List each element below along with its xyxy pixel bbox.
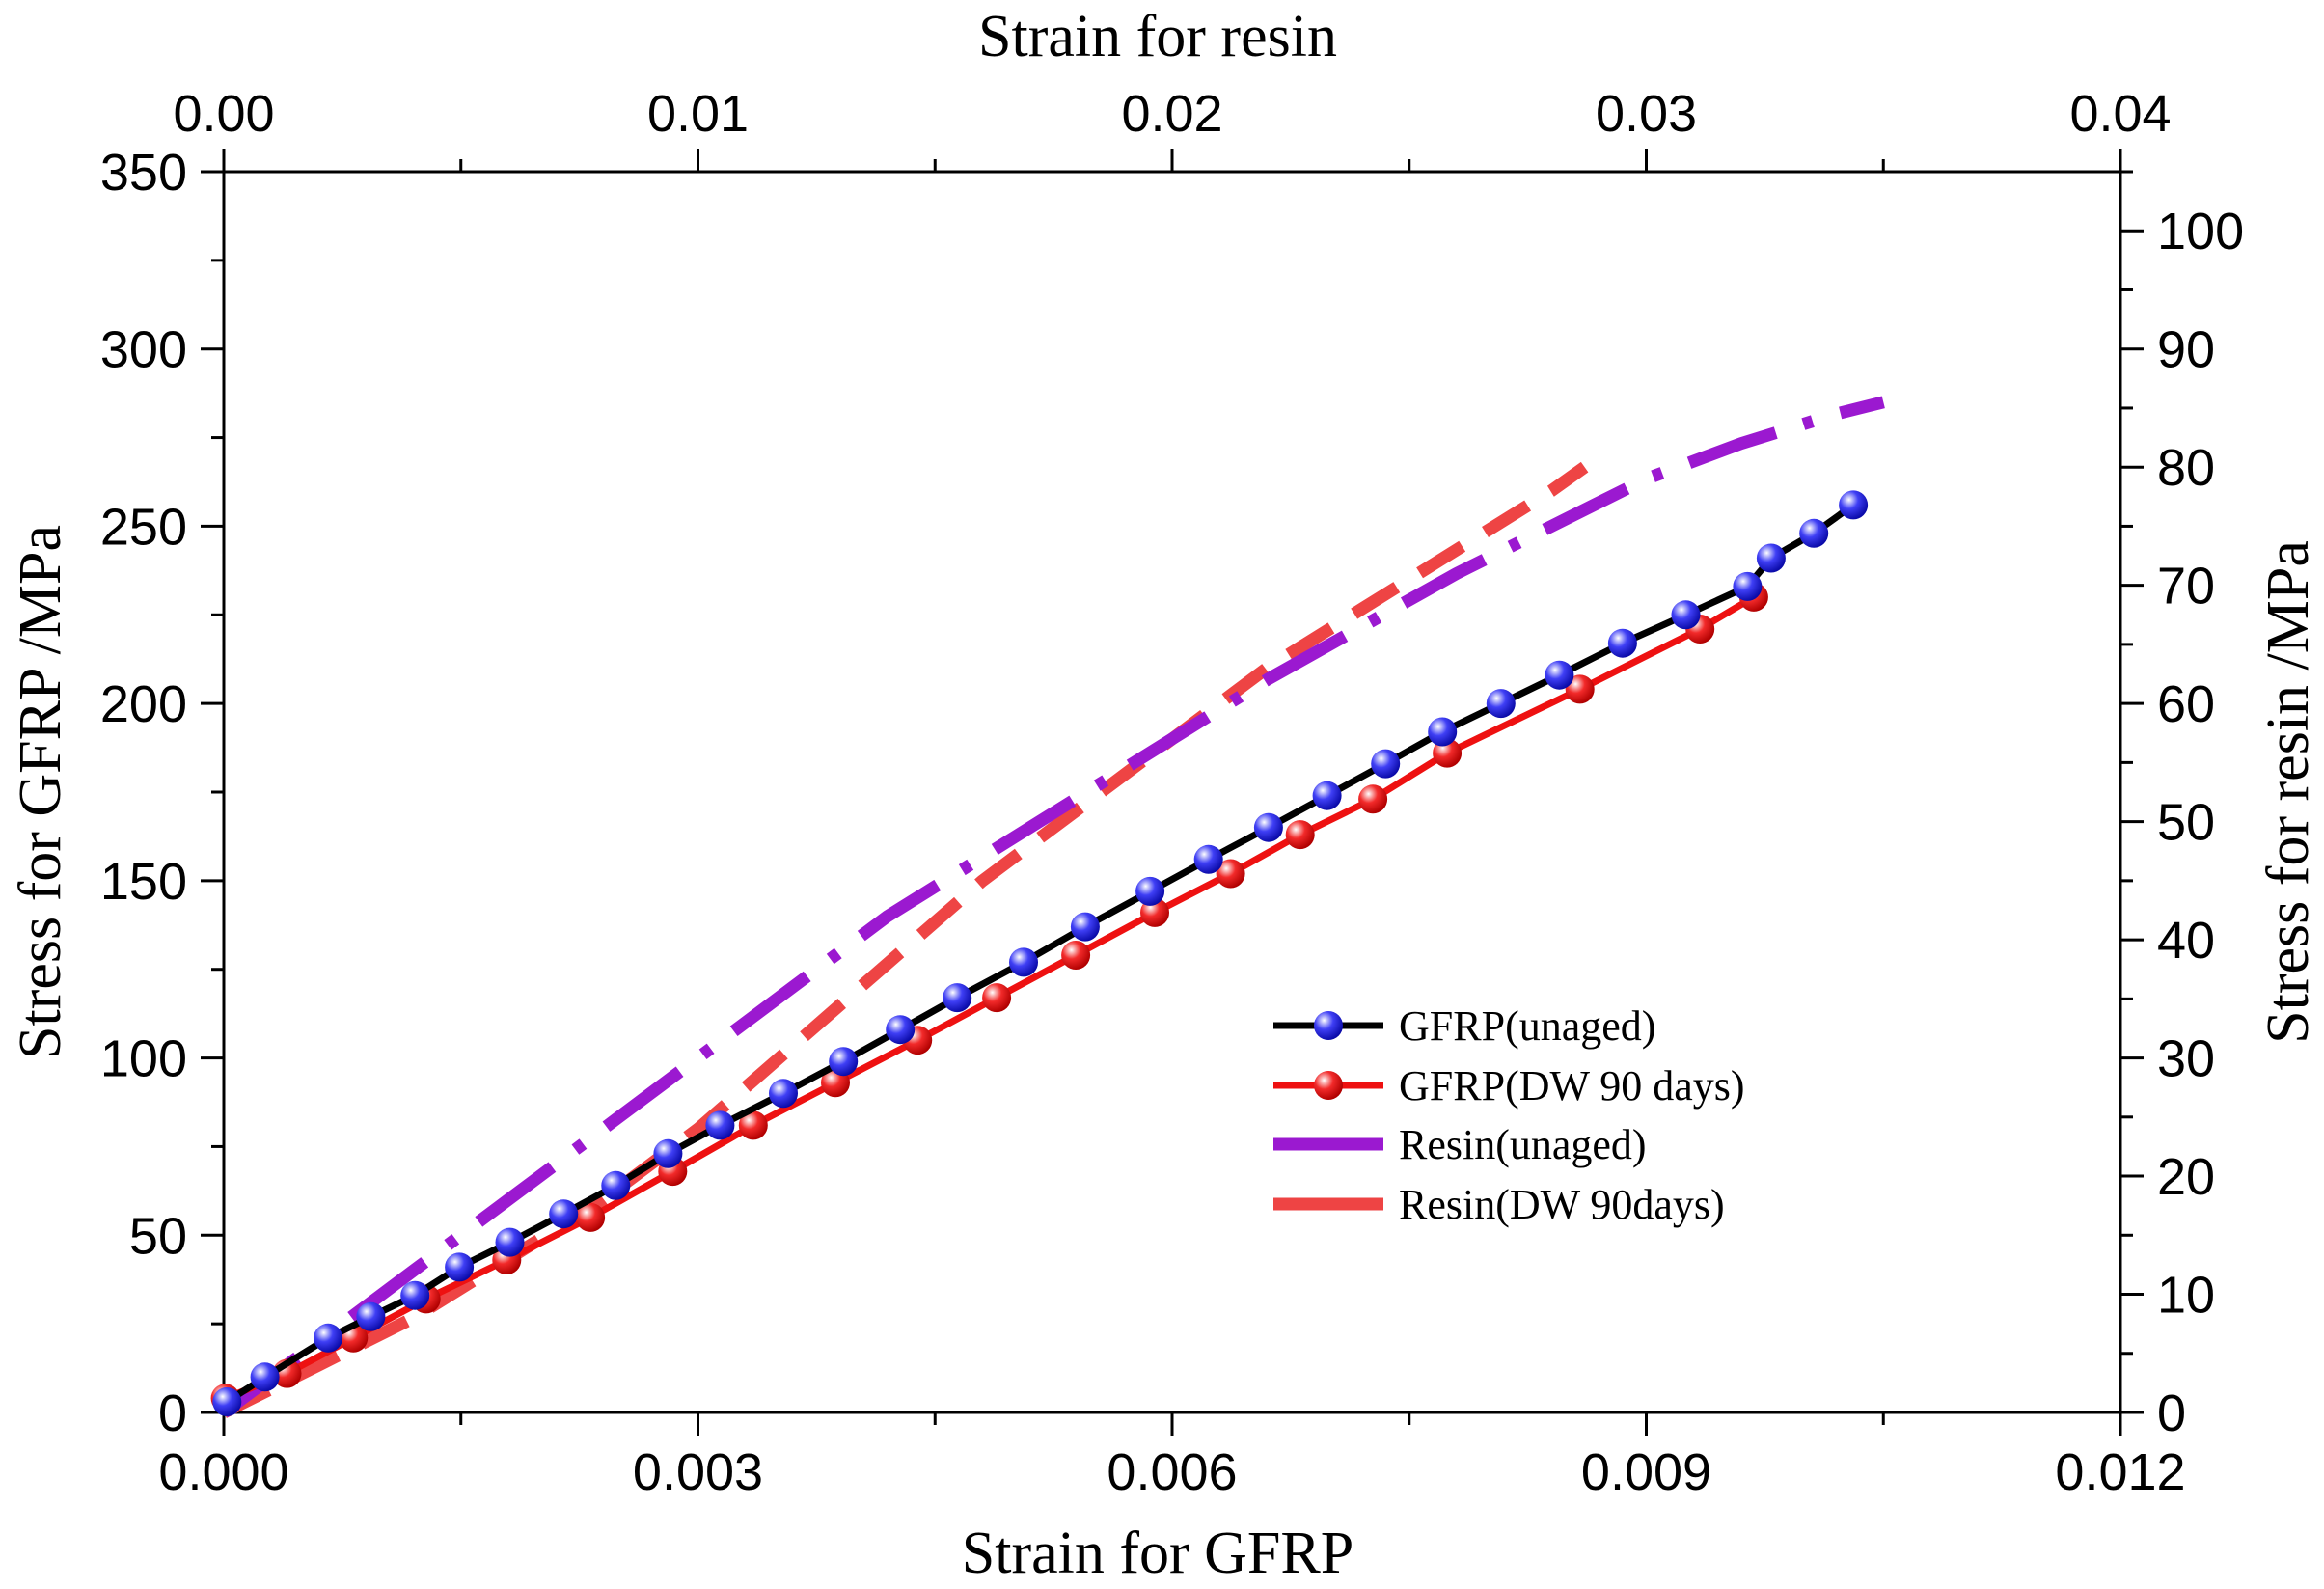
bottom-tick-label-1: 0.003 <box>633 1443 763 1501</box>
point-gfrp-unaged-5 <box>445 1252 475 1282</box>
point-gfrp-unaged-1 <box>250 1362 280 1392</box>
point-gfrp-unaged-8 <box>601 1170 631 1200</box>
point-gfrp-unaged-19 <box>1253 812 1283 842</box>
point-gfrp-dw-17 <box>1565 674 1595 704</box>
left-tick-label-2: 100 <box>100 1030 187 1088</box>
series-line-resin-unaged <box>220 396 1885 1418</box>
point-gfrp-dw-10 <box>982 983 1012 1013</box>
legend-label-resin-unaged: Resin(unaged) <box>1399 1121 1647 1168</box>
point-gfrp-unaged-0 <box>212 1387 242 1416</box>
left-tick-label-4: 200 <box>100 675 187 733</box>
point-gfrp-unaged-15 <box>1009 947 1038 977</box>
series-line-resin-dw <box>221 461 1589 1418</box>
right-tick-label-6: 60 <box>2157 675 2215 733</box>
point-gfrp-unaged-4 <box>400 1280 430 1310</box>
point-gfrp-dw-11 <box>1061 941 1091 970</box>
legend-label-gfrp-dw: GFRP(DW 90 days) <box>1399 1062 1745 1110</box>
top-tick-label-4: 0.04 <box>2069 85 2171 143</box>
point-gfrp-unaged-10 <box>705 1110 735 1140</box>
point-gfrp-unaged-16 <box>1070 912 1100 942</box>
point-gfrp-unaged-20 <box>1312 781 1342 810</box>
point-gfrp-unaged-6 <box>495 1227 525 1257</box>
left-tick-label-7: 350 <box>100 144 187 202</box>
bottom-tick-label-3: 0.009 <box>1581 1443 1711 1501</box>
point-gfrp-dw-13 <box>1216 859 1245 889</box>
left-tick-label-1: 50 <box>129 1207 187 1265</box>
point-gfrp-unaged-26 <box>1671 600 1701 630</box>
top-tick-label-1: 0.01 <box>647 85 749 143</box>
legend: GFRP(unaged) GFRP(DW 90 days) Resin(unag… <box>1273 1002 1745 1228</box>
point-gfrp-unaged-22 <box>1428 717 1458 747</box>
plot-frame <box>222 170 2122 1414</box>
point-gfrp-unaged-18 <box>1193 844 1223 874</box>
point-gfrp-unaged-9 <box>653 1138 683 1168</box>
point-gfrp-unaged-3 <box>356 1301 386 1331</box>
point-gfrp-dw-5 <box>576 1202 606 1232</box>
left-tick-label-0: 0 <box>158 1384 187 1442</box>
point-gfrp-dw-7 <box>738 1110 768 1140</box>
series-layer <box>210 396 1885 1418</box>
right-tick-label-9: 90 <box>2157 321 2215 379</box>
right-tick-label-5: 50 <box>2157 794 2215 852</box>
right-axis-title: Stress for resin /MPa <box>2256 540 2321 1044</box>
point-gfrp-unaged-13 <box>886 1015 916 1045</box>
point-gfrp-unaged-29 <box>1799 518 1829 548</box>
bottom-axis-title: Strain for GFRP <box>962 1521 1353 1586</box>
top-tick-label-2: 0.02 <box>1121 85 1222 143</box>
right-tick-label-3: 30 <box>2157 1030 2215 1088</box>
right-tick-label-8: 80 <box>2157 439 2215 497</box>
left-axis-title: Stress for GFRP /MPa <box>8 525 73 1059</box>
series-line-gfrp-dw <box>224 593 1756 1402</box>
top-tick-label-3: 0.03 <box>1596 85 1697 143</box>
axis-ticks <box>201 149 2144 1436</box>
bottom-tick-label-0: 0.000 <box>158 1443 288 1501</box>
point-gfrp-unaged-12 <box>829 1047 859 1077</box>
legend-label-gfrp-unaged: GFRP(unaged) <box>1399 1002 1655 1050</box>
point-gfrp-unaged-25 <box>1607 628 1637 658</box>
right-tick-label-4: 40 <box>2157 912 2215 970</box>
top-tick-label-0: 0.00 <box>173 85 274 143</box>
axis-tick-labels: 0.000 0.003 0.006 0.009 0.012 0.00 0.01 0.02 0.0… <box>100 85 2244 1501</box>
point-gfrp-unaged-28 <box>1756 543 1786 573</box>
left-tick-label-3: 150 <box>100 853 187 911</box>
point-gfrp-unaged-14 <box>943 983 972 1013</box>
bottom-tick-label-2: 0.006 <box>1107 1443 1237 1501</box>
legend-marker-gfrp-unaged <box>1314 1011 1343 1040</box>
legend-marker-gfrp-dw <box>1314 1071 1343 1100</box>
point-gfrp-dw-14 <box>1285 820 1315 850</box>
right-tick-label-10: 100 <box>2157 203 2244 260</box>
right-tick-label-1: 10 <box>2157 1267 2215 1325</box>
right-tick-label-2: 20 <box>2157 1148 2215 1206</box>
point-gfrp-unaged-7 <box>549 1199 579 1229</box>
point-gfrp-unaged-27 <box>1733 571 1763 601</box>
right-tick-label-7: 70 <box>2157 558 2215 616</box>
point-gfrp-unaged-11 <box>769 1079 798 1109</box>
point-gfrp-unaged-24 <box>1545 660 1574 690</box>
point-gfrp-unaged-21 <box>1371 749 1401 779</box>
left-tick-label-6: 300 <box>100 321 187 379</box>
right-tick-label-0: 0 <box>2157 1384 2186 1442</box>
top-axis-title: Strain for resin <box>978 4 1337 69</box>
left-tick-label-5: 250 <box>100 498 187 556</box>
point-gfrp-unaged-30 <box>1839 490 1869 520</box>
point-gfrp-dw-15 <box>1358 784 1388 814</box>
point-gfrp-unaged-17 <box>1135 876 1165 906</box>
point-gfrp-unaged-2 <box>314 1323 343 1353</box>
point-gfrp-unaged-23 <box>1486 689 1516 719</box>
bottom-tick-label-4: 0.012 <box>2055 1443 2185 1501</box>
legend-label-resin-dw: Resin(DW 90days) <box>1399 1181 1725 1228</box>
